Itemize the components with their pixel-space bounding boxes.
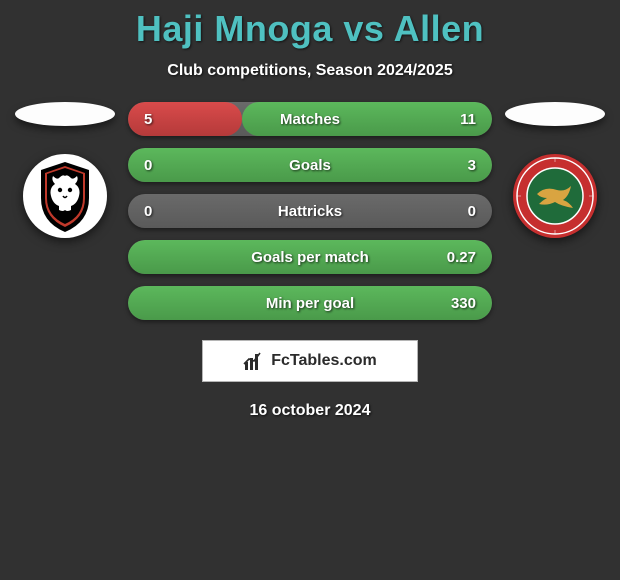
stat-left-value: 5 — [144, 111, 152, 128]
right-club-badge — [513, 154, 597, 238]
brand-box[interactable]: FcTables.com — [202, 340, 418, 382]
page-title: Haji Mnoga vs Allen — [0, 8, 620, 50]
right-side — [500, 102, 610, 238]
stat-label: Min per goal — [266, 295, 354, 312]
stat-bar: 0 0 Hattricks — [128, 194, 492, 228]
main-row: 5 11 Matches 0 3 Goals 0 0 Hattricks 0.27 Goals pe… — [0, 102, 620, 320]
comparison-card: Haji Mnoga vs Allen Club competitions, S… — [0, 0, 620, 420]
stat-label: Matches — [280, 111, 340, 128]
stat-label: Hattricks — [278, 203, 342, 220]
stat-right-value: 0.27 — [447, 249, 476, 266]
walsall-badge-icon — [513, 154, 597, 238]
stat-label: Goals — [289, 157, 331, 174]
stat-bar: 0 3 Goals — [128, 148, 492, 182]
stat-right-value: 11 — [460, 111, 476, 128]
left-club-badge — [23, 154, 107, 238]
stat-bar: 330 Min per goal — [128, 286, 492, 320]
salford-badge-icon — [23, 154, 107, 238]
stat-right-value: 330 — [451, 295, 476, 312]
stats-column: 5 11 Matches 0 3 Goals 0 0 Hattricks 0.27 Goals pe… — [120, 102, 500, 320]
brand-text: FcTables.com — [271, 352, 377, 370]
chart-icon — [243, 350, 265, 372]
stat-right-value: 0 — [468, 203, 476, 220]
left-side — [10, 102, 120, 238]
stat-left-value: 0 — [144, 157, 152, 174]
subtitle: Club competitions, Season 2024/2025 — [0, 62, 620, 80]
right-player-photo — [505, 102, 605, 126]
left-player-photo — [15, 102, 115, 126]
stat-bar: 0.27 Goals per match — [128, 240, 492, 274]
date-label: 16 october 2024 — [0, 402, 620, 420]
stat-bar: 5 11 Matches — [128, 102, 492, 136]
stat-left-value: 0 — [144, 203, 152, 220]
stat-label: Goals per match — [251, 249, 369, 266]
stat-right-value: 3 — [468, 157, 476, 174]
